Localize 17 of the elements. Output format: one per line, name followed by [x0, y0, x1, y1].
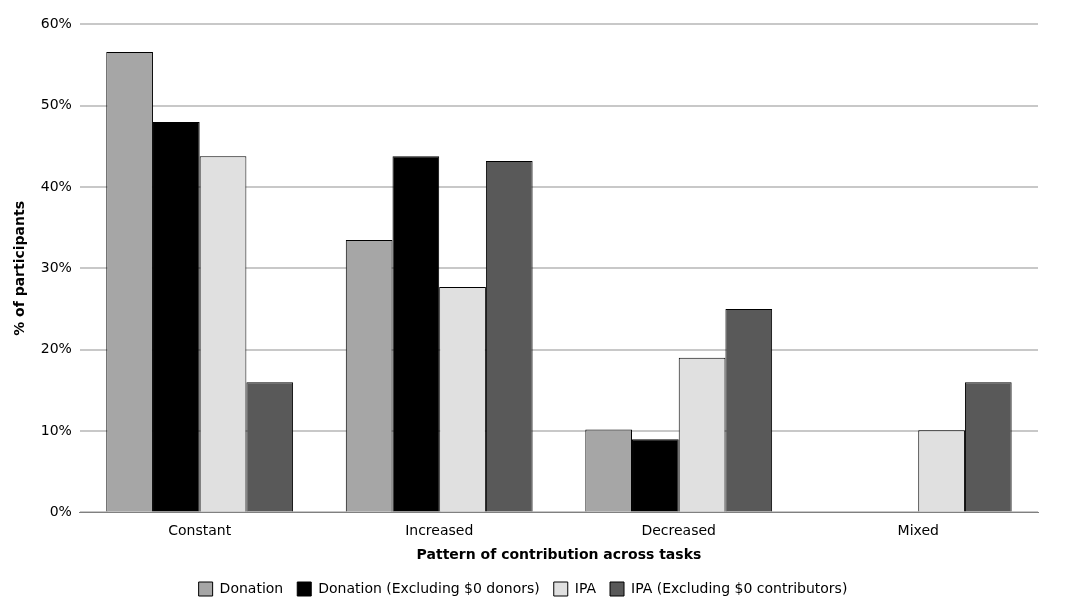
x-tick-label: Mixed: [897, 522, 939, 539]
legend-label: Donation: [219, 579, 284, 596]
y-tick-label: 50%: [40, 96, 72, 113]
y-tick-label: 30%: [40, 259, 72, 276]
legend-label: Donation (Excluding $0 donors): [318, 579, 540, 596]
y-tick-label: 10%: [40, 421, 72, 438]
x-tick-label: Increased: [405, 522, 474, 539]
x-tick-label: Decreased: [641, 522, 716, 539]
y-tick-label: 20%: [40, 340, 72, 357]
legend-label: IPA: [574, 579, 597, 596]
y-tick-label: 0%: [49, 503, 72, 520]
x-tick-label: Constant: [168, 522, 232, 539]
legend-label: IPA (Excluding $0 contributors): [631, 579, 848, 596]
y-tick-label: 60%: [40, 15, 72, 32]
x-axis-title: Pattern of contribution across tasks: [416, 546, 702, 563]
y-tick-label: 40%: [40, 177, 72, 194]
y-axis-title: % of participants: [11, 200, 28, 336]
